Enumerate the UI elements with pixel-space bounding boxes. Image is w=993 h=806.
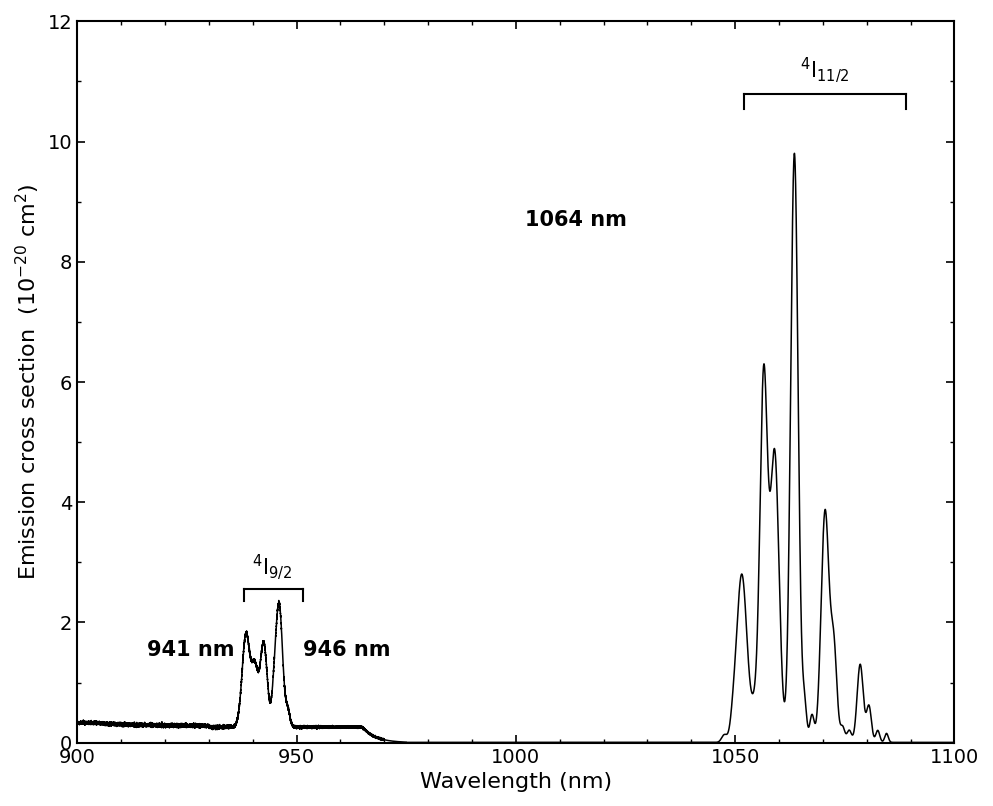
Text: $^4$I$_{11/2}$: $^4$I$_{11/2}$ xyxy=(800,55,850,85)
Text: 941 nm: 941 nm xyxy=(147,639,235,659)
X-axis label: Wavelength (nm): Wavelength (nm) xyxy=(420,772,612,792)
Y-axis label: Emission cross section  $(10^{-20}$ cm$^2)$: Emission cross section $(10^{-20}$ cm$^2… xyxy=(14,184,42,580)
Text: $^4$I$_{9/2}$: $^4$I$_{9/2}$ xyxy=(252,553,293,582)
Text: 1064 nm: 1064 nm xyxy=(524,210,627,230)
Text: 946 nm: 946 nm xyxy=(303,639,390,659)
